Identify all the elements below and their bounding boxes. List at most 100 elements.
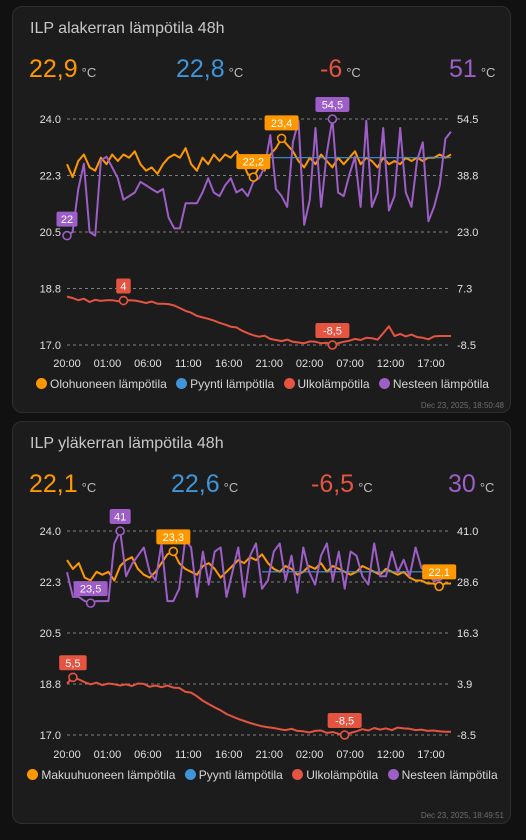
legend-label: Olohuoneen lämpötila [50, 377, 167, 391]
outdoor-value: -6,5 [311, 470, 355, 498]
legend-dot [176, 378, 188, 389]
outdoor-unit: °C [358, 480, 373, 495]
chart-card-downstairs: ILP alakerran lämpötila 48h 22,9 °C 22,8 °… [12, 6, 511, 413]
legend-item-setpoint[interactable]: Pyynti lämpötila [184, 764, 283, 786]
x-axis-tick-label: 21:00 [255, 749, 283, 761]
series-line-ulkol-mp-tila [66, 295, 451, 346]
annotation-box [56, 211, 78, 227]
current-outdoor-temperature: -6 °C [320, 55, 361, 84]
room-temp-value: 22,1 [29, 470, 78, 498]
legend-label: Ulkolämpötila [306, 768, 379, 782]
legend-label: Pyynti lämpötila [190, 377, 275, 391]
current-room-temperature: 22,9 °C [29, 55, 96, 84]
annotation-label: 54,5 [322, 100, 343, 112]
x-axis-tick-label: 16:00 [215, 358, 243, 370]
annotation-label: 23,5 [80, 584, 101, 596]
fluid-value: 30 [448, 470, 476, 498]
annotation-box [156, 529, 191, 545]
right-axis-tick-label: 3.9 [457, 679, 472, 691]
left-axis-tick-label: 22.3 [40, 577, 61, 589]
current-room-temperature: 22,1 °C [29, 470, 96, 499]
room-temp-unit: °C [81, 65, 97, 80]
x-axis-tick-label: 12:00 [377, 358, 405, 370]
annotation-label: 4 [120, 281, 126, 293]
x-axis-tick-label: 17:00 [417, 358, 445, 370]
current-setpoint-temperature: 22,6 °C [171, 470, 238, 499]
legend-item-setpoint[interactable]: Pyynti lämpötila [176, 373, 274, 395]
legend-item-fluid[interactable]: Nesteen lämpötila [387, 764, 498, 786]
annotation-box [315, 97, 350, 112]
series-line-ulkol-mp-tila [66, 676, 451, 736]
annotation-box [116, 278, 131, 294]
left-axis-tick-label: 17.0 [40, 340, 61, 352]
current-setpoint-temperature: 22,8 °C [176, 55, 243, 84]
right-axis-tick-label: 23.0 [457, 227, 478, 239]
annotation-marker [168, 546, 179, 557]
legend-item-fluid[interactable]: Nesteen lämpötila [378, 373, 489, 395]
x-axis-tick-label: 02:00 [296, 358, 324, 370]
legend-label: Pyynti lämpötila [198, 768, 283, 782]
annotation-marker [434, 581, 444, 592]
annotation-label: -8,5 [323, 326, 342, 338]
legend-dot [387, 769, 399, 780]
left-axis-tick-label: 17.0 [40, 730, 61, 742]
outdoor-value: -6 [320, 55, 343, 83]
legend-dot [184, 769, 196, 780]
legend-item-room[interactable]: Makuuhuoneen lämpötila [27, 764, 175, 786]
x-axis-tick-label: 02:00 [296, 749, 324, 761]
current-fluid-temperature: 30 °C [448, 470, 494, 499]
setpoint-value: 22,6 [171, 470, 220, 498]
left-axis-tick-label: 20.5 [40, 628, 61, 640]
right-axis-tick-label: 7.3 [457, 284, 472, 296]
legend-dot [36, 378, 48, 389]
right-axis-tick-label: -8.5 [457, 340, 476, 352]
setpoint-value: 22,8 [176, 55, 225, 83]
right-axis-tick-label: 28.6 [457, 577, 478, 589]
right-axis-tick-label: -8.5 [457, 730, 476, 742]
annotation-label: 22 [61, 214, 73, 226]
x-axis-tick-label: 21:00 [255, 358, 283, 370]
annotation-marker [327, 340, 338, 350]
annotation-marker [68, 672, 78, 683]
legend-dot [292, 769, 304, 780]
card-title: ILP yläkerran lämpötila 48h [30, 435, 224, 452]
series-line-nesteen-l-mp-tila [66, 118, 452, 237]
right-axis-tick-label: 16.3 [457, 628, 478, 640]
annotation-marker [118, 295, 129, 306]
left-axis-tick-label: 22.3 [40, 171, 61, 183]
annotation-box [73, 581, 108, 597]
legend-item-outdoor[interactable]: Ulkolämpötila [283, 373, 370, 395]
annotation-box [109, 509, 131, 524]
annotation-label: -8,5 [335, 716, 354, 728]
temperature-chart[interactable]: 24.0 41.0 22.3 28.6 20.5 16.3 18.8 3.9 17.0 -8.5 2… [13, 422, 512, 767]
annotation-marker [339, 730, 350, 740]
legend-dot [27, 769, 39, 780]
legend-item-outdoor[interactable]: Ulkolämpötila [292, 764, 378, 786]
annotation-marker [248, 172, 259, 182]
annotation-box [264, 115, 299, 131]
x-axis-tick-label: 20:00 [53, 358, 81, 370]
x-axis-tick-label: 07:00 [336, 749, 364, 761]
annotation-label: 23,4 [271, 118, 292, 130]
fluid-value: 51 [449, 55, 477, 83]
x-axis-tick-label: 01:00 [94, 358, 122, 370]
current-outdoor-temperature: -6,5 °C [311, 470, 373, 499]
fluid-unit: °C [479, 480, 495, 495]
temperature-chart[interactable]: 24.0 54.5 22.3 38.8 20.5 23.0 18.8 7.3 17.0 -8.5 2… [13, 7, 512, 377]
legend-item-room[interactable]: Olohuoneen lämpötila [36, 373, 167, 395]
x-axis-tick-label: 01:00 [94, 749, 122, 761]
current-fluid-temperature: 51 °C [449, 55, 495, 84]
annotation-label: 22,1 [428, 567, 449, 579]
right-axis-tick-label: 54.5 [457, 114, 478, 126]
annotation-box [59, 655, 87, 671]
x-axis-tick-label: 12:00 [377, 749, 405, 761]
annotation-label: 22,2 [243, 157, 264, 169]
annotation-marker [115, 526, 125, 536]
x-axis-tick-label: 11:00 [175, 358, 202, 370]
annotation-box [236, 154, 271, 170]
card-title: ILP alakerran lämpötila 48h [30, 20, 225, 37]
series-line-nesteen-l-mp-tila [66, 530, 451, 605]
chart-legend: Makuuhuoneen lämpötila Pyynti lämpötila … [13, 764, 512, 786]
x-axis-tick-label: 11:00 [175, 749, 202, 761]
x-axis-tick-label: 06:00 [134, 358, 162, 370]
